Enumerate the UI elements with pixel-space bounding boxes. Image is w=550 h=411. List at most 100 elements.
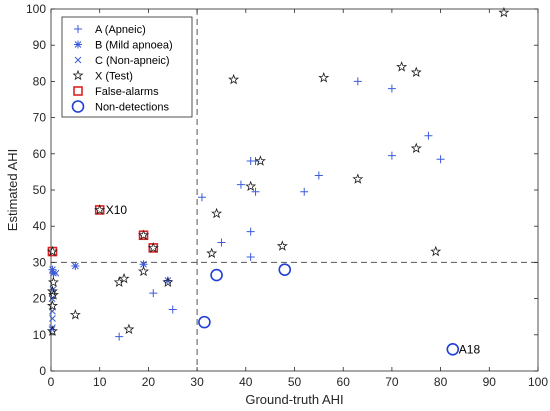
- legend-marker: [74, 56, 82, 64]
- y-tick-label: 70: [33, 111, 47, 125]
- legend-marker: [73, 86, 83, 96]
- x-tick-label: 40: [239, 375, 253, 389]
- plus-point: [197, 193, 206, 202]
- star-point: [211, 207, 223, 219]
- x-point: [52, 269, 60, 277]
- star-point: [498, 6, 510, 18]
- x-tick-label: 90: [483, 375, 497, 389]
- legend-entry-label: X (Test): [95, 71, 133, 83]
- star-point: [245, 180, 257, 192]
- legend-entry-label: Non-detections: [95, 102, 169, 114]
- x-tick-label: 20: [142, 375, 156, 389]
- asterisk-point: [48, 265, 57, 274]
- data-points: [46, 6, 510, 356]
- non-detection-marker: [278, 263, 292, 276]
- y-tick-label: 50: [33, 183, 47, 197]
- plus-point: [314, 171, 323, 180]
- x-tick-label: 30: [190, 375, 204, 389]
- plus-point: [353, 77, 362, 86]
- asterisk-point: [71, 262, 80, 271]
- y-tick-label: 20: [33, 292, 47, 306]
- star-point: [410, 142, 422, 154]
- legend-box: [61, 16, 193, 118]
- x-point: [49, 315, 56, 322]
- plus-point: [436, 155, 445, 164]
- non-detection-marker: [210, 268, 223, 282]
- y-tick-label: 60: [33, 147, 47, 161]
- star-point: [113, 276, 125, 287]
- y-axis-label: Estimated AHI: [5, 149, 20, 231]
- star-point: [69, 309, 81, 320]
- star-point: [410, 66, 422, 78]
- asterisk-point: [163, 276, 172, 285]
- star-point: [46, 325, 58, 336]
- legend-marker: [74, 25, 82, 33]
- x-tick-label: 50: [288, 375, 302, 389]
- annotations: X10 A18: [106, 203, 481, 356]
- y-tick-label: 90: [33, 38, 47, 52]
- asterisk-point: [139, 260, 148, 269]
- star-point: [206, 247, 218, 259]
- x-tick-label: 10: [93, 375, 107, 389]
- plus-point: [246, 252, 255, 261]
- star-point: [47, 276, 59, 287]
- legend: A (Apneic) B (Mild apnoea) C (Non-apneic) X…: [61, 16, 193, 118]
- plus-point: [424, 131, 433, 140]
- legend-entry-label: A (Apneic): [95, 24, 146, 36]
- plus-point: [387, 84, 396, 93]
- y-tick-label: 40: [33, 219, 47, 233]
- plus-point: [246, 227, 255, 236]
- y-tick-label: 80: [33, 74, 47, 88]
- star-point: [228, 73, 240, 85]
- star-point: [94, 204, 106, 215]
- legend-entry-label: C (Non-apneic): [95, 55, 170, 67]
- star-point: [396, 61, 408, 72]
- non-detection-marker: [446, 342, 460, 356]
- star-point: [138, 265, 150, 277]
- annotation-label: A18: [459, 342, 481, 356]
- asterisk-point: [49, 269, 58, 278]
- plus-point: [217, 238, 226, 247]
- y-tick-label: 30: [33, 255, 47, 269]
- x-tick-label: 70: [385, 375, 399, 389]
- y-tick-label: 0: [39, 364, 46, 378]
- plus-point: [387, 151, 396, 160]
- non-detection-marker: [198, 315, 211, 329]
- axis-ticks: 0 10 20 30 40 50 60 70 80 90 100 0 10 20 30 40 50 60 70 80 9…: [26, 2, 548, 389]
- plus-point: [149, 289, 158, 298]
- star-point: [430, 245, 442, 257]
- legend-marker: [71, 100, 85, 113]
- plus-point: [251, 187, 260, 196]
- star-point: [162, 276, 174, 287]
- x-tick-label: 60: [337, 375, 351, 389]
- y-tick-label: 10: [33, 328, 47, 342]
- star-point: [118, 272, 130, 284]
- star-point: [318, 72, 330, 83]
- plus-point: [236, 180, 245, 189]
- star-point: [47, 289, 59, 300]
- plus-point: [168, 305, 177, 314]
- legend-marker: [72, 69, 84, 81]
- threshold-lines: [51, 9, 538, 371]
- x-tick-label: 0: [48, 375, 55, 389]
- x-point: [48, 295, 56, 302]
- y-tick-label: 100: [26, 2, 46, 16]
- star-point: [276, 240, 288, 251]
- annotation-label: X10: [106, 203, 128, 217]
- x-axis-label: Ground-truth AHI: [245, 392, 343, 407]
- x-tick-label: 80: [434, 375, 448, 389]
- legend-marker: [74, 40, 82, 49]
- x-tick-label: 100: [528, 375, 548, 389]
- plus-point: [115, 332, 124, 341]
- legend-entry-label: False-alarms: [95, 86, 159, 98]
- star-point: [138, 229, 150, 240]
- star-point: [147, 242, 159, 253]
- plus-point: [300, 187, 309, 196]
- star-point: [254, 155, 266, 166]
- star-point: [46, 300, 58, 311]
- legend-entry-label: B (Mild apnoea): [95, 40, 173, 52]
- star-point: [352, 173, 364, 184]
- star-point: [46, 245, 58, 257]
- star-point: [123, 323, 135, 335]
